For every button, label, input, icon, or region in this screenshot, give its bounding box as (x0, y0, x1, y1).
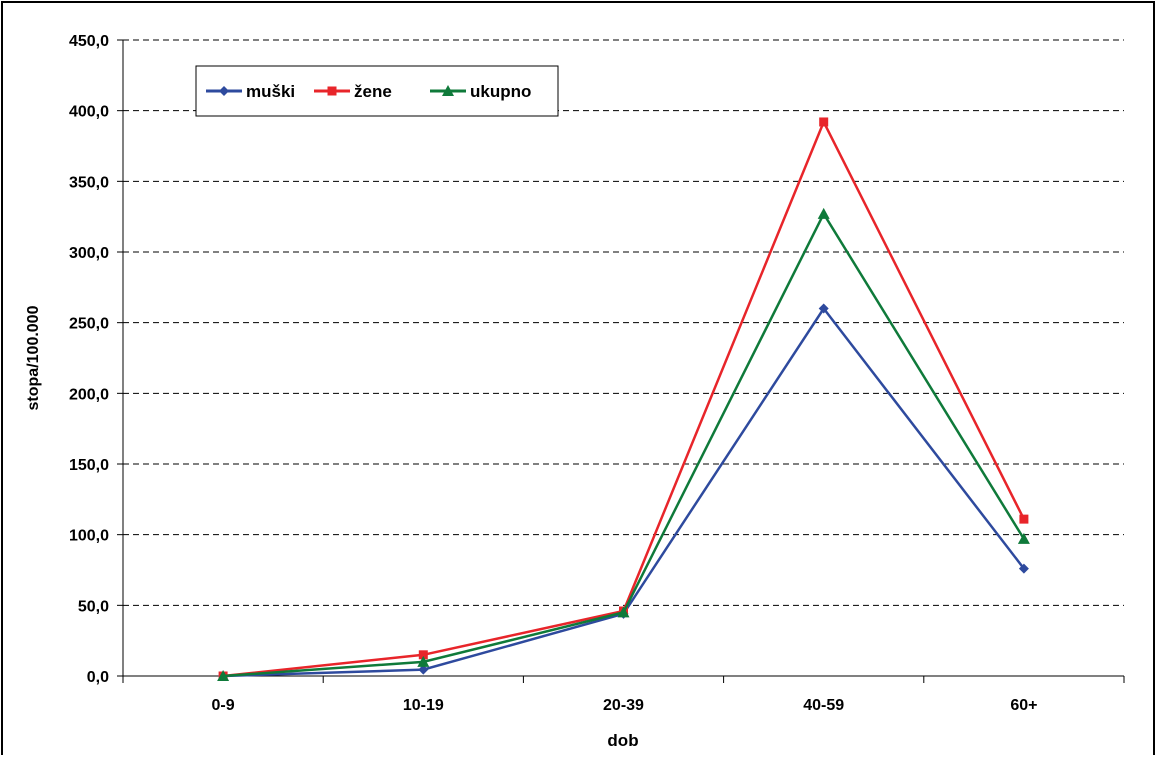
legend-marker (328, 87, 337, 96)
y-tick-label: 450,0 (69, 33, 109, 50)
y-tick-label: 300,0 (69, 245, 109, 262)
x-axis-label: dob (607, 731, 638, 750)
gridlines (123, 40, 1124, 605)
series (217, 117, 1030, 681)
series-line (223, 309, 1024, 676)
series-line (223, 122, 1024, 676)
series-muški (218, 304, 1029, 681)
data-point (818, 208, 830, 219)
y-tick-label: 0,0 (87, 669, 109, 686)
y-tick-label: 400,0 (69, 104, 109, 121)
series-ukupno (217, 208, 1030, 681)
x-tick-label: 40-59 (803, 697, 844, 714)
y-tick-label: 350,0 (69, 174, 109, 191)
x-tick-label: 20-39 (603, 697, 644, 714)
y-tick-label: 100,0 (69, 528, 109, 545)
y-tick-label: 250,0 (69, 316, 109, 333)
data-point (1019, 515, 1028, 524)
y-tick-label: 200,0 (69, 386, 109, 403)
x-tick-label: 10-19 (403, 697, 444, 714)
y-axis-label: stopa/100.000 (25, 305, 42, 410)
x-tick-label: 60+ (1010, 697, 1037, 714)
y-tick-label: 50,0 (78, 598, 109, 615)
legend-label: muški (246, 82, 295, 101)
legend-label: ukupno (470, 82, 531, 101)
y-tick-label: 150,0 (69, 457, 109, 474)
legend-label: žene (354, 82, 392, 101)
axes (123, 40, 1124, 676)
legend: muški žene ukupno (196, 66, 558, 116)
x-tick-label: 0-9 (212, 697, 235, 714)
y-ticks: 0,0 50,0 100,0 150,0 200,0 250,0 300,0 350,0 400… (69, 33, 123, 686)
data-point (819, 117, 828, 126)
series-žene (219, 117, 1029, 680)
x-ticks: 0-9 10-19 20-39 40-59 60+ (123, 676, 1124, 714)
